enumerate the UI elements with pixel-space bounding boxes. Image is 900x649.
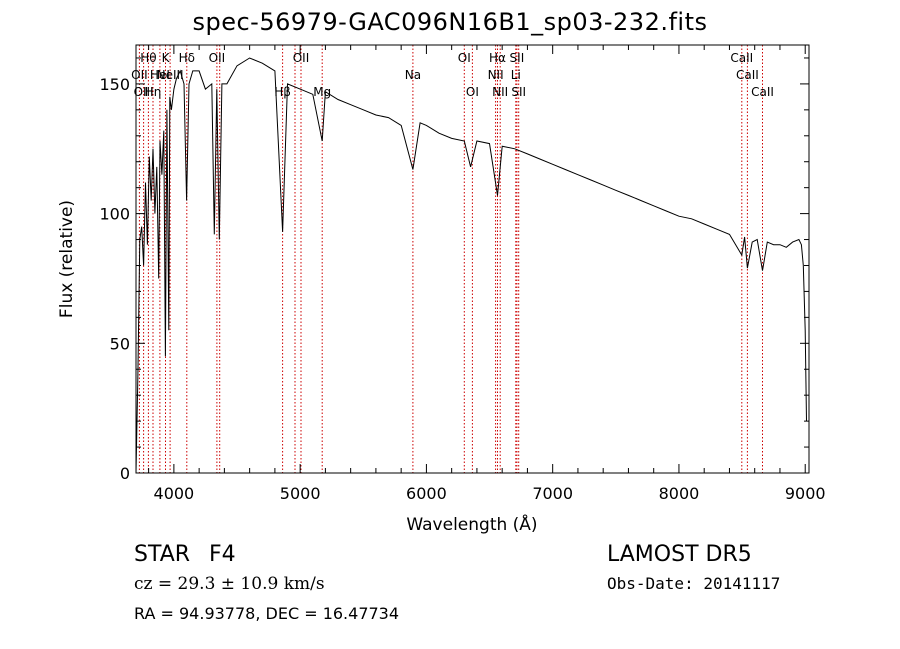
line-label: Hη <box>145 85 162 99</box>
line-label: Hδ <box>179 51 195 65</box>
line-label: OI <box>466 85 479 99</box>
y-tick-label: 50 <box>110 334 130 353</box>
line-label: K <box>162 51 171 65</box>
line-label: Li <box>511 68 521 82</box>
line-label: SII <box>511 85 526 99</box>
survey-name: LAMOST DR5 <box>607 542 752 567</box>
y-tick-label: 100 <box>99 205 130 224</box>
emission-line-markers <box>138 45 763 473</box>
object-subclass: F4 <box>209 542 236 567</box>
line-label: NII <box>488 68 504 82</box>
plot-frame <box>135 44 810 474</box>
x-axis-label: Wavelength (Å) <box>406 513 537 535</box>
chart-title: spec-56979-GAC096N16B1_sp03-232.fits <box>192 8 708 36</box>
line-label: NII <box>492 85 508 99</box>
line-label: Hθ <box>140 51 156 65</box>
line-label: OI <box>458 51 471 65</box>
line-label: CaII <box>730 51 753 65</box>
line-label: HeI <box>150 68 170 82</box>
line-label: OII <box>293 51 310 65</box>
line-label: Mg <box>313 85 331 99</box>
x-tick-label: 7000 <box>532 484 573 503</box>
line-label: OII <box>131 68 148 82</box>
coordinates: RA = 94.93778, DEC = 16.47734 <box>134 604 400 623</box>
redshift-velocity: cz = 29.3 ± 10.9 km/s <box>134 574 325 594</box>
line-label: OII <box>209 51 226 65</box>
x-tick-label: 8000 <box>659 484 700 503</box>
x-tick-label: 5000 <box>280 484 321 503</box>
line-label: Na <box>405 68 421 82</box>
spectrum-layer <box>135 57 807 474</box>
axis-ticks <box>136 45 809 474</box>
line-label: Hβ <box>274 85 291 99</box>
y-axis-label: Flux (relative) <box>57 200 77 318</box>
line-label: OIII <box>134 85 154 99</box>
x-tick-label: 6000 <box>406 484 447 503</box>
object-class: STAR <box>134 542 191 567</box>
observation-date: Obs-Date: 20141117 <box>607 574 781 593</box>
x-tick-label: 9000 <box>785 484 826 503</box>
y-tick-label: 150 <box>99 75 130 94</box>
line-label: NeIII <box>157 68 184 82</box>
spectrum-line <box>135 57 807 474</box>
x-tick-label: 4000 <box>154 484 195 503</box>
axis-tick-labels: 4000 5000 6000 7000 8000 9000 0 50 100 150 <box>99 75 825 503</box>
y-tick-label: 0 <box>120 464 130 483</box>
line-label: Hα <box>489 51 506 65</box>
line-label: SII <box>510 51 525 65</box>
line-label: CaII <box>736 68 759 82</box>
line-label: CaII <box>751 85 774 99</box>
